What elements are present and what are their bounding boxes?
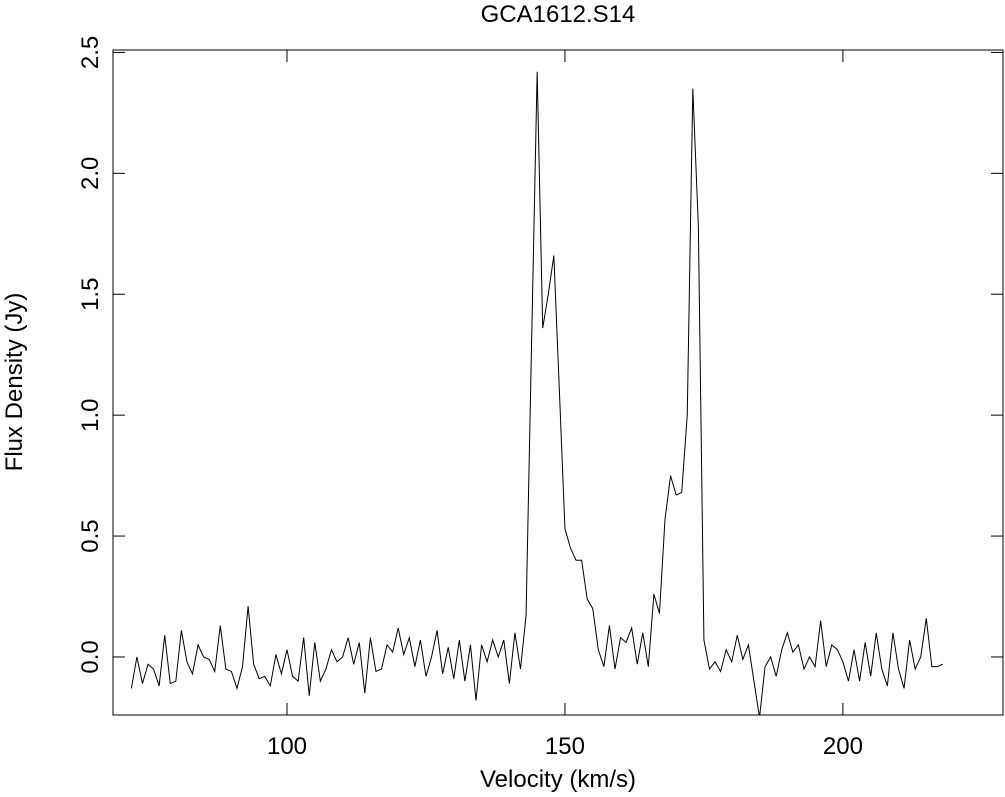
y-tick-label: 0.5: [77, 519, 104, 552]
plot-frame: [112, 49, 1004, 716]
y-tick-label: 2.0: [77, 157, 104, 190]
y-tick-label: 1.5: [77, 278, 104, 311]
x-tick-label: 150: [545, 733, 585, 760]
chart-title: GCA1612.S14: [481, 1, 636, 28]
y-tick-label: 2.5: [77, 36, 104, 69]
y-tick-label: 0.0: [77, 640, 104, 673]
x-tick-label: 100: [267, 733, 307, 760]
spectrum-line: [130, 71, 944, 715]
y-axis-label: Flux Density (Jy): [1, 293, 28, 472]
y-tick-label: 1.0: [77, 398, 104, 431]
x-axis-label: Velocity (km/s): [480, 766, 636, 793]
x-tick-label: 200: [823, 733, 863, 760]
